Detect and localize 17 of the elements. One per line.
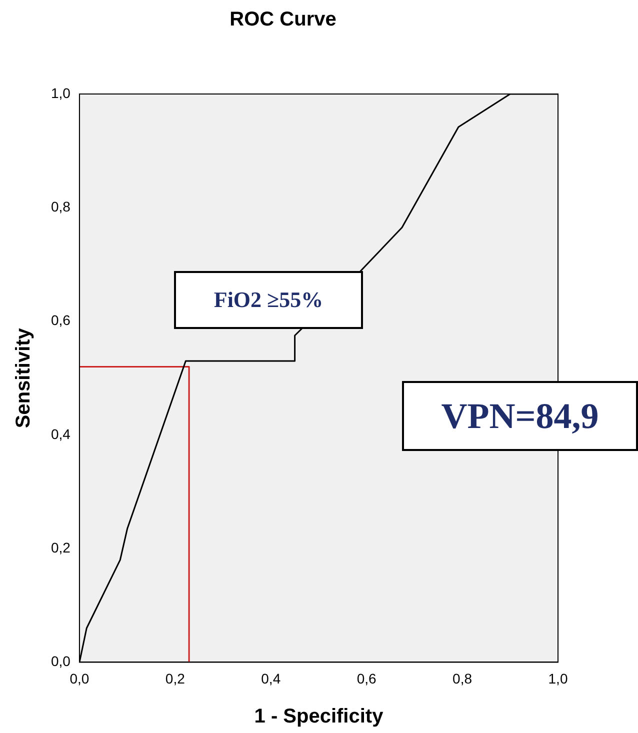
y-axis-title: Sensitivity bbox=[12, 327, 35, 428]
x-tick-label: 0,0 bbox=[70, 670, 90, 686]
y-tick-label: 0,8 bbox=[50, 198, 71, 214]
x-tick-label: 0,2 bbox=[165, 670, 186, 686]
y-tick-label: 1,0 bbox=[50, 84, 71, 101]
y-tick-label: 0,0 bbox=[50, 653, 71, 670]
chart-title: ROC Curve bbox=[230, 8, 336, 31]
note-box: VPN=84,9 bbox=[402, 381, 638, 451]
x-tick-label: 0,8 bbox=[452, 670, 472, 686]
x-tick-label: 0,6 bbox=[356, 670, 377, 686]
y-tick-label: 0,4 bbox=[50, 426, 71, 442]
note-box: FiO2 ≥55% bbox=[174, 271, 363, 329]
x-axis-title: 1 - Specificity bbox=[254, 706, 384, 728]
y-tick-label: 0,2 bbox=[50, 539, 71, 556]
x-tick-label: 1,0 bbox=[548, 670, 568, 686]
x-tick-label: 0,4 bbox=[261, 670, 281, 686]
y-tick-label: 0,6 bbox=[50, 312, 71, 328]
